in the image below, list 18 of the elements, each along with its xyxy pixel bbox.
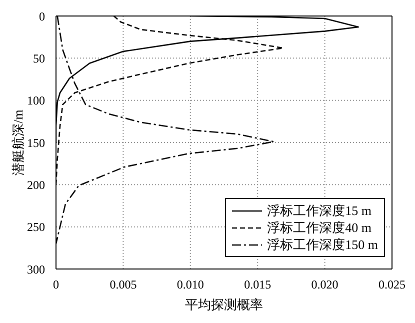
legend-label: 浮标工作深度15 m (267, 202, 372, 219)
y-tick-label: 50 (33, 51, 45, 66)
x-tick-label: 0.005 (110, 278, 137, 292)
x-axis-title: 平均探测概率 (185, 297, 263, 312)
legend-label: 浮标工作深度40 m (267, 219, 372, 236)
y-tick-label: 100 (27, 94, 45, 108)
x-tick-label: 0.020 (311, 278, 338, 292)
y-tick-label: 250 (27, 220, 45, 234)
x-tick-label: 0 (53, 278, 59, 292)
legend-label: 浮标工作深度150 m (267, 236, 378, 253)
y-tick-label: 150 (27, 136, 45, 150)
y-tick-label: 200 (27, 178, 45, 192)
y-axis-title: 潜艇航深/m (10, 110, 26, 176)
x-tick-label: 0.015 (244, 278, 272, 292)
y-tick-label: 0 (39, 9, 45, 24)
x-tick-label: 0.025 (378, 278, 406, 292)
y-tick-label: 300 (27, 262, 45, 276)
x-tick-label: 0.010 (176, 278, 204, 292)
